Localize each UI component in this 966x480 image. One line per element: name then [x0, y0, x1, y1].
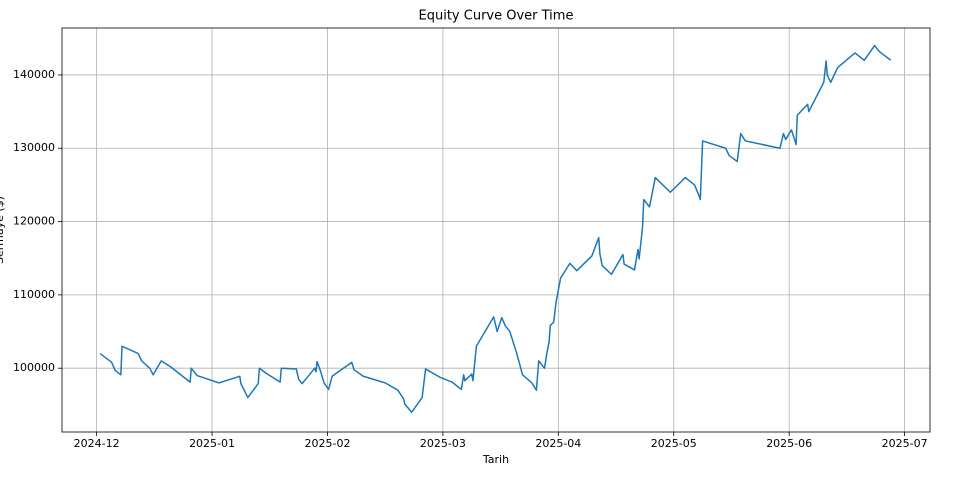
x-tick-label: 2024-12 [74, 437, 120, 450]
y-tick-label: 100000 [13, 361, 55, 374]
x-tick-label: 2025-03 [420, 437, 466, 450]
plot-frame [61, 27, 931, 433]
x-tick-label: 2025-02 [304, 437, 350, 450]
x-axis-label: Tarih [482, 453, 509, 466]
y-tick-label: 120000 [13, 215, 55, 228]
x-tick-label: 2025-01 [189, 437, 235, 450]
y-tick-label: 110000 [13, 288, 55, 301]
y-tick-label: 130000 [13, 141, 55, 154]
y-tick-label: 140000 [13, 68, 55, 81]
x-tick-label: 2025-06 [766, 437, 812, 450]
x-tick-label: 2025-07 [882, 437, 928, 450]
x-tick-label: 2025-05 [651, 437, 697, 450]
chart-title: Equity Curve Over Time [419, 9, 574, 24]
equity-line [99, 44, 892, 413]
x-tick-label: 2025-04 [535, 437, 581, 450]
y-axis-label: Sermaye ($) [0, 196, 6, 264]
